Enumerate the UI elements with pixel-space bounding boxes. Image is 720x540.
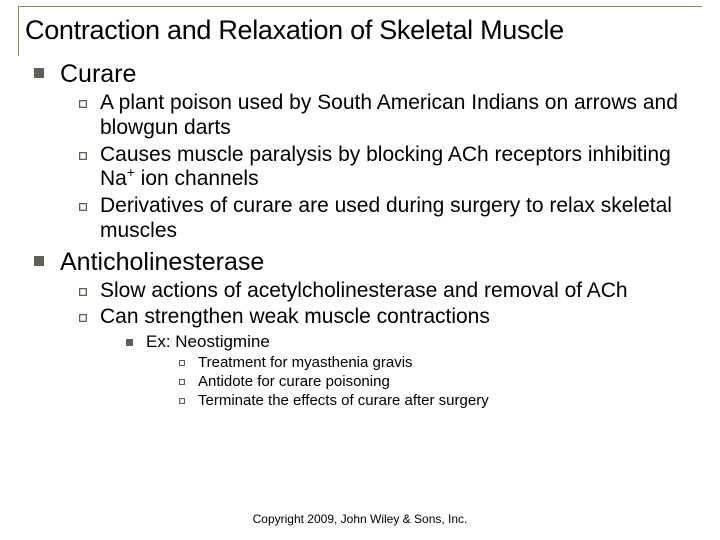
bullet-text: A plant poison used by South American In… — [100, 91, 702, 141]
section-heading: Anticholinesterase — [32, 248, 702, 277]
bullet-text: Slow actions of acetylcholinesterase and… — [100, 279, 628, 304]
square-filled-icon — [124, 337, 134, 347]
bullet-item: A plant poison used by South American In… — [78, 91, 702, 141]
slide: Contraction and Relaxation of Skeletal M… — [0, 0, 720, 540]
bullet-item: Derivatives of curare are used during su… — [78, 194, 702, 244]
bullet-text: Can strengthen weak muscle contractions — [100, 305, 490, 330]
sub-bullet-text: Terminate the effects of curare after su… — [198, 392, 489, 409]
content-area: Curare A plant poison used by South Amer… — [18, 60, 702, 409]
slide-title: Contraction and Relaxation of Skeletal M… — [25, 15, 702, 46]
square-outline-icon — [78, 287, 88, 297]
sub-bullet-text: Antidote for curare poisoning — [198, 373, 390, 390]
bullet-item: Causes muscle paralysis by blocking ACh … — [78, 143, 702, 193]
square-outline-icon — [78, 99, 88, 109]
title-border: Contraction and Relaxation of Skeletal M… — [18, 6, 702, 56]
sub-heading-text: Ex: Neostigmine — [146, 332, 270, 352]
square-outline-icon — [78, 151, 88, 161]
sub-bullet-item: Terminate the effects of curare after su… — [178, 392, 702, 409]
heading-text: Anticholinesterase — [60, 248, 264, 277]
square-outline-icon — [78, 313, 88, 323]
heading-text: Curare — [60, 60, 136, 89]
bullet-item: Can strengthen weak muscle contractions — [78, 305, 702, 330]
square-filled-icon — [32, 66, 46, 80]
sub-bullet-item: Antidote for curare poisoning — [178, 373, 702, 390]
square-outline-icon — [178, 397, 186, 405]
square-filled-icon — [32, 254, 46, 268]
copyright-footer: Copyright 2009, John Wiley & Sons, Inc. — [0, 512, 720, 526]
bullet-text: Causes muscle paralysis by blocking ACh … — [100, 143, 702, 193]
square-outline-icon — [178, 359, 186, 367]
square-outline-icon — [178, 378, 186, 386]
bullet-item: Slow actions of acetylcholinesterase and… — [78, 279, 702, 304]
square-outline-icon — [78, 202, 88, 212]
sub-bullet-text: Treatment for myasthenia gravis — [198, 354, 413, 371]
bullet-text: Derivatives of curare are used during su… — [100, 194, 702, 244]
section-heading: Curare — [32, 60, 702, 89]
sub-bullet-item: Treatment for myasthenia gravis — [178, 354, 702, 371]
sub-heading: Ex: Neostigmine — [124, 332, 702, 352]
